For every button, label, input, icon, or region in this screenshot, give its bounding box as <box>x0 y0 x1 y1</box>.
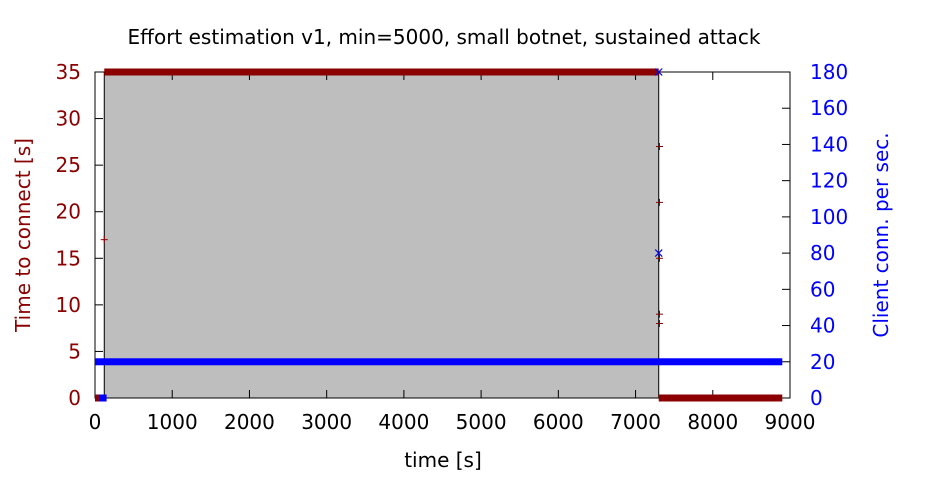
right-y-tick-label: 140 <box>810 132 848 156</box>
x-tick-label: 8000 <box>687 410 738 434</box>
left-y-tick-label: 15 <box>56 246 81 270</box>
ttc-dense-run <box>104 68 659 76</box>
left-y-tick-label: 35 <box>56 60 81 84</box>
x-tick-label: 3000 <box>301 410 352 434</box>
ttc-point <box>655 319 663 327</box>
series-markers <box>95 68 783 402</box>
x-axis-ticks: 0 1000 2000 3000 4000 5000 6000 7000 8000 9000 <box>89 72 816 434</box>
chart-title: Effort estimation v1, min=5000, small bo… <box>128 25 761 49</box>
ttc-point <box>100 236 108 244</box>
x-tick-label: 9000 <box>765 410 816 434</box>
right-y-tick-label: 20 <box>810 350 835 374</box>
right-y-tick-label: 80 <box>810 241 835 265</box>
left-y-tick-label: 5 <box>68 339 81 363</box>
right-y-axis-label: Client conn. per sec. <box>869 132 893 337</box>
conn-dense-run <box>98 394 107 402</box>
conn-dense-run <box>95 358 783 366</box>
ttc-point <box>655 198 663 206</box>
right-y-axis-ticks: 0 20 40 60 80 100 120 140 160 180 <box>782 60 848 410</box>
right-y-tick-label: 100 <box>810 205 848 229</box>
x-axis-label: time [s] <box>404 448 482 472</box>
left-y-tick-label: 0 <box>68 386 81 410</box>
right-y-tick-label: 160 <box>810 96 848 120</box>
ttc-dense-run <box>658 394 783 402</box>
x-tick-label: 7000 <box>610 410 661 434</box>
right-y-tick-label: 180 <box>810 60 848 84</box>
left-y-tick-label: 25 <box>56 153 81 177</box>
attack-window-rect <box>103 71 660 399</box>
cross-b <box>654 249 663 258</box>
conn-point <box>654 68 663 76</box>
x-tick-label: 0 <box>89 410 102 434</box>
x-tick-label: 6000 <box>533 410 584 434</box>
ttc-point <box>655 310 663 318</box>
ttc-point <box>655 143 663 151</box>
left-y-axis-label: Time to connect [s] <box>11 138 35 333</box>
left-y-axis-ticks: 0 5 10 15 20 25 30 35 <box>56 60 103 410</box>
right-y-tick-label: 40 <box>810 314 835 338</box>
right-y-tick-label: 0 <box>810 386 823 410</box>
x-tick-label: 4000 <box>378 410 429 434</box>
attack-window-shade <box>103 71 660 399</box>
right-y-tick-label: 60 <box>810 277 835 301</box>
right-y-tick-label: 120 <box>810 169 848 193</box>
left-y-tick-label: 10 <box>56 293 81 317</box>
left-y-tick-label: 20 <box>56 200 81 224</box>
x-tick-label: 1000 <box>147 410 198 434</box>
x-tick-label: 5000 <box>456 410 507 434</box>
ttc-point <box>655 254 663 262</box>
conn-point <box>654 249 663 258</box>
left-y-tick-label: 30 <box>56 107 81 131</box>
cross-b <box>654 68 663 76</box>
x-tick-label: 2000 <box>224 410 275 434</box>
